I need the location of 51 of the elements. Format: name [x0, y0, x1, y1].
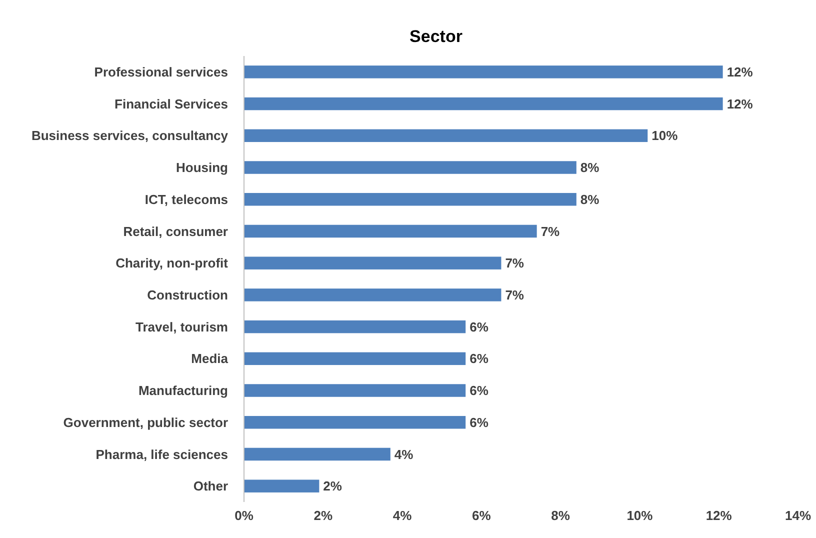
bar [244, 129, 648, 142]
data-label: 7% [505, 287, 524, 302]
bar [244, 161, 576, 174]
x-tick-label: 10% [626, 508, 654, 523]
bar [244, 320, 466, 334]
data-label: 12% [726, 96, 754, 112]
data-label: 8% [580, 192, 600, 207]
data-label: 6% [470, 319, 489, 334]
y-tick-label: Pharma, life sciences [96, 446, 228, 462]
y-tick-label: Business services, consultancy [31, 128, 229, 144]
data-label: 7% [540, 224, 560, 239]
data-label: 8% [580, 160, 600, 176]
y-tick-label: Housing [176, 160, 228, 176]
data-label: 2% [323, 478, 342, 494]
y-tick-label: Financial Services [114, 96, 228, 112]
bar [244, 66, 723, 78]
y-tick-label: Professional services [94, 64, 228, 80]
bar [244, 288, 502, 302]
y-tick-label: Government, public sector [63, 414, 228, 430]
data-label: 7% [505, 256, 524, 271]
bar [244, 192, 576, 206]
bar [244, 384, 466, 397]
data-label: 6% [470, 351, 489, 366]
y-tick-label: Travel, tourism [136, 319, 228, 334]
y-tick-label: Media [191, 351, 229, 366]
y-tick-label: Retail, consumer [123, 224, 228, 239]
bar [244, 416, 466, 429]
x-tick-label: 6% [472, 508, 492, 523]
bar [244, 256, 502, 270]
bar [244, 448, 390, 461]
x-tick-label: 2% [314, 508, 333, 523]
data-label: 6% [470, 383, 489, 398]
x-tick-label: 0% [234, 508, 254, 523]
chart-title: Sector [410, 27, 463, 46]
data-label: 12% [726, 64, 754, 80]
bar [244, 480, 320, 492]
x-tick-label: 12% [706, 508, 732, 523]
x-tick-label: 4% [392, 508, 412, 523]
y-tick-label: Manufacturing [138, 383, 228, 398]
x-tick-label: 14% [784, 508, 812, 523]
bar [244, 352, 466, 366]
x-tick-label: 8% [551, 508, 570, 523]
y-tick-label: Construction [147, 287, 228, 302]
y-tick-label: Charity, non-profit [116, 256, 229, 271]
bar [244, 97, 723, 110]
data-label: 4% [394, 446, 414, 462]
data-label: 10% [652, 128, 678, 144]
y-tick-label: Other [193, 478, 228, 494]
data-label: 6% [470, 414, 489, 430]
bar [244, 224, 537, 238]
y-tick-label: ICT, telecoms [144, 192, 228, 207]
